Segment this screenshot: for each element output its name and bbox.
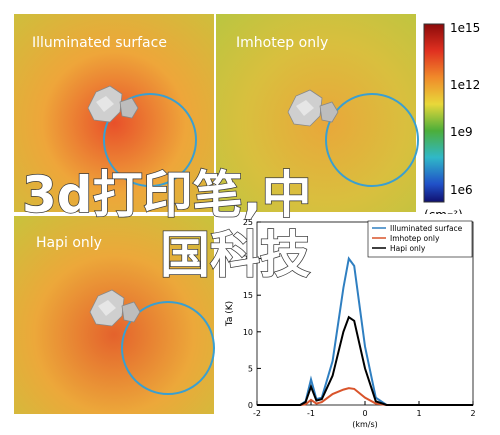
x-tick-label: 0 (362, 409, 367, 418)
x-axis-label: (km/s) (352, 420, 378, 429)
orbit-circle (325, 93, 419, 187)
colorbar (423, 23, 445, 203)
legend-label: Hapi only (390, 244, 426, 253)
colorbar-label: 1e9 (450, 125, 473, 139)
colorbar-label: 1e6 (450, 183, 473, 197)
y-tick-label: 0 (248, 401, 253, 410)
x-tick-label: -2 (253, 409, 261, 418)
x-tick-label: -1 (307, 409, 315, 418)
orbit-circle (103, 93, 197, 187)
y-tick-label: 20 (243, 255, 253, 264)
legend-box (367, 220, 473, 258)
x-tick-label: 2 (470, 409, 475, 418)
panel-title: Illuminated surface (32, 35, 167, 51)
colorbar-label: 1e12 (450, 78, 480, 92)
colorbar-label: 1e15 (450, 21, 480, 35)
y-tick-label: 25 (243, 218, 253, 227)
panel-title: Hapi only (36, 235, 102, 251)
panel-title: Imhotep only (236, 35, 328, 51)
y-tick-label: 10 (243, 328, 253, 337)
overlay-text: 3d打印笔,中 (22, 166, 312, 224)
y-axis-label: Ta (K) (225, 301, 235, 327)
legend-label: Imhotep only (390, 234, 440, 243)
orbit-circle (121, 301, 215, 395)
y-tick-label: 5 (248, 364, 253, 373)
y-tick-label: 15 (243, 291, 253, 300)
legend-label: Illuminated surface (390, 224, 463, 233)
series-line (257, 315, 473, 406)
x-tick-label: 1 (416, 409, 421, 418)
overlay-text: 国科技 (160, 226, 310, 284)
